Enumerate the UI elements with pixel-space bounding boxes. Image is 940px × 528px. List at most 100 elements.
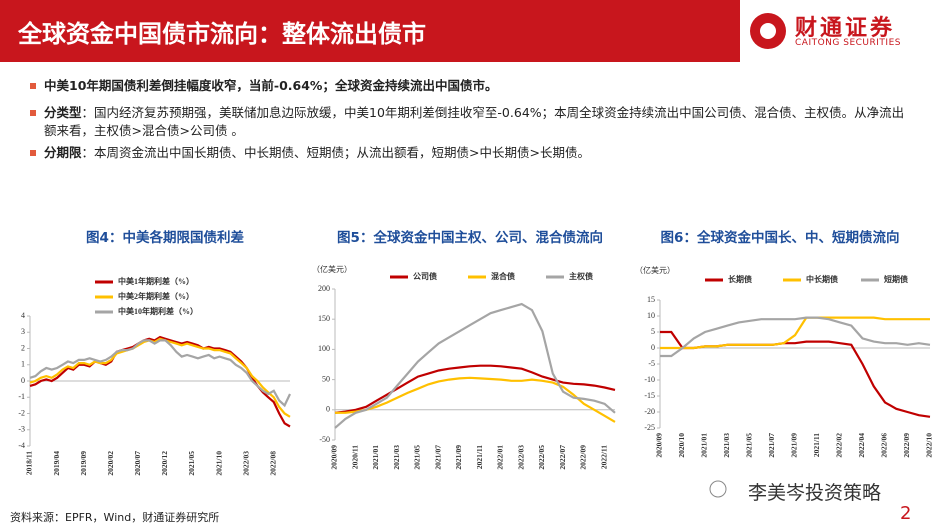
x-tick-label: 2021/03 — [392, 445, 401, 470]
y-tick-label: 1 — [21, 360, 25, 369]
x-tick-label: 2020/12 — [160, 451, 169, 476]
bullet-bold: 分类型 — [44, 105, 82, 120]
page-number: 2 — [900, 503, 912, 524]
y-tick-label: 200 — [318, 284, 330, 293]
y-tick-label: -10 — [644, 375, 655, 384]
logo-icon — [760, 23, 776, 39]
y-tick-label: 150 — [318, 314, 330, 323]
watermark: 李美岑投资策略 — [748, 482, 882, 504]
legend-label: 短期债 — [884, 274, 908, 284]
x-tick-label: 2021/09 — [454, 445, 463, 470]
x-tick-label: 2021/09 — [790, 433, 799, 458]
y-tick-label: 0 — [651, 343, 655, 352]
x-tick-label: 2021/05 — [745, 433, 754, 458]
line — [335, 376, 616, 423]
bullet-bold: 中美10年期国债利差倒挂幅度收窄，当前-0.64%；全球资金持续流出中国债市。 — [44, 78, 498, 93]
bullet-text: ：国内经济复苏预期强，美联储加息边际放缓，中美10年期利差倒挂收窄至-0.64%… — [44, 105, 905, 138]
line — [29, 339, 291, 408]
chart-title: 图5：全球资金中国主权、公司、混合债流向 — [337, 229, 603, 246]
legend-label: 中美2年期利差（%） — [118, 291, 194, 301]
line — [29, 337, 291, 418]
y-tick-label: -50 — [319, 435, 330, 444]
x-tick-label: 2022/04 — [857, 433, 866, 458]
x-tick-label: 2021/11 — [475, 445, 484, 469]
y-tick-label: -4 — [18, 441, 25, 450]
y-tick-label: 0 — [21, 376, 25, 385]
y-tick-label: 10 — [647, 311, 655, 320]
legend-label: 公司债 — [413, 271, 437, 281]
x-tick-label: 2022/09 — [902, 433, 911, 458]
unit-label: （亿美元） — [312, 264, 352, 274]
line — [29, 335, 291, 428]
bullet-bold: 分期限 — [44, 145, 82, 160]
x-tick-label: 2021/11 — [812, 433, 821, 457]
x-tick-label: 2022/02 — [835, 433, 844, 458]
x-tick-label: 2022/09 — [579, 445, 588, 470]
y-tick-label: 2 — [21, 343, 25, 352]
line — [660, 330, 931, 418]
y-tick-label: -2 — [18, 408, 25, 417]
legend-label: 中美10年期利差（%） — [118, 306, 198, 316]
line — [334, 364, 616, 414]
x-tick-label: 2018/11 — [25, 451, 34, 475]
y-tick-label: 0 — [326, 405, 330, 414]
line — [660, 316, 930, 350]
x-tick-label: 2021/05 — [187, 451, 196, 476]
bullet: 中美10年期国债利差倒挂幅度收窄，当前-0.64%；全球资金持续流出中国债市。 — [30, 77, 914, 95]
x-tick-label: 2022/08 — [268, 451, 277, 476]
x-tick-label: 2021/10 — [214, 451, 223, 476]
x-tick-label: 2022/03 — [516, 445, 525, 470]
y-tick-label: 3 — [21, 327, 25, 336]
x-tick-label: 2020/09 — [655, 433, 664, 458]
x-tick-label: 2020/10 — [677, 433, 686, 458]
x-tick-label: 2021/01 — [700, 433, 709, 458]
x-tick-label: 2021/03 — [722, 433, 731, 458]
slide-title: 全球资金中国债市流向：整体流出债市 — [18, 20, 426, 48]
x-tick-label: 2022/10 — [925, 433, 934, 458]
x-tick-label: 2022/11 — [599, 445, 608, 469]
chart-title: 图6：全球资金中国长、中、短期债流向 — [661, 229, 900, 246]
chart-title: 图4：中美各期限国债利差 — [86, 229, 244, 246]
line — [334, 302, 616, 429]
x-tick-label: 2022/03 — [241, 451, 250, 476]
legend-label: 中美1年期利差（%） — [118, 276, 194, 286]
x-tick-label: 2020/11 — [350, 445, 359, 469]
y-tick-label: 4 — [21, 311, 25, 320]
y-tick-label: -15 — [644, 391, 655, 400]
x-tick-label: 2022/01 — [496, 445, 505, 470]
y-tick-label: -25 — [644, 423, 655, 432]
y-tick-label: 100 — [318, 344, 330, 353]
legend-label: 长期债 — [728, 274, 752, 284]
bullet: 分类型：国内经济复苏预期强，美联储加息边际放缓，中美10年期利差倒挂收窄至-0.… — [30, 104, 914, 140]
y-tick-label: 15 — [647, 295, 655, 304]
legend-label: 主权债 — [569, 271, 593, 281]
unit-label: （亿美元） — [635, 265, 675, 275]
y-tick-label: -20 — [644, 407, 655, 416]
x-tick-label: 2021/07 — [767, 433, 776, 458]
x-tick-label: 2021/05 — [413, 445, 422, 470]
logo-name: 财通证券 — [795, 16, 896, 41]
x-tick-label: 2020/09 — [330, 445, 339, 470]
x-tick-label: 2021/01 — [371, 445, 380, 470]
x-tick-label: 2020/07 — [133, 451, 142, 476]
y-tick-label: -1 — [18, 392, 25, 401]
legend-label: 混合债 — [491, 271, 515, 281]
y-tick-label: -3 — [18, 425, 25, 434]
x-tick-label: 2022/06 — [880, 433, 889, 458]
x-tick-label: 2020/02 — [106, 451, 115, 476]
logo-en: CAITONG SECURITIES — [795, 38, 901, 48]
y-tick-label: -5 — [648, 359, 655, 368]
x-tick-label: 2022/07 — [558, 445, 567, 470]
x-tick-label: 2021/07 — [433, 445, 442, 470]
line — [660, 316, 931, 358]
y-tick-label: 5 — [651, 327, 655, 336]
header-bar — [0, 0, 740, 62]
legend-label: 中长期债 — [806, 274, 838, 284]
x-tick-label: 2019/04 — [52, 451, 61, 476]
y-tick-label: 50 — [322, 374, 330, 383]
x-tick-label: 2019/09 — [79, 451, 88, 476]
source: 资料来源：EPFR，Wind，财通证券研究所 — [10, 511, 220, 524]
wechat-icon — [709, 480, 727, 498]
